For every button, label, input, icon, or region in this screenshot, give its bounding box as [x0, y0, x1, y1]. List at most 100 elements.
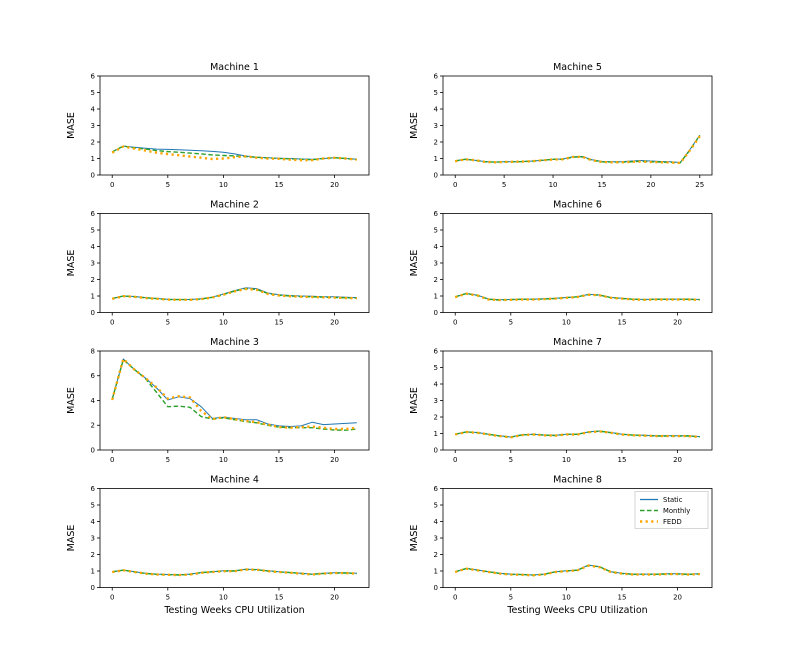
- x-tick-label: 5: [166, 319, 170, 327]
- y-tick-label: 1: [434, 292, 438, 300]
- x-tick-label: 15: [275, 319, 284, 327]
- x-tick-label: 20: [673, 456, 682, 464]
- legend-label: FEDD: [663, 518, 682, 526]
- y-tick-label: 2: [434, 276, 438, 284]
- x-tick-label: 0: [110, 456, 114, 464]
- y-tick-label: 2: [91, 138, 95, 146]
- y-tick-label: 5: [91, 89, 95, 97]
- x-tick-label: 20: [673, 594, 682, 602]
- x-tick-label: 10: [219, 181, 228, 189]
- y-tick-label: 4: [434, 518, 439, 526]
- series-line-fedd: [454, 292, 700, 302]
- y-tick-label: 6: [91, 372, 96, 380]
- subplot-machine-5: 0 1 2 3 4 5 6 0 5 10 15 20 25 Machine 5 MASE: [409, 62, 713, 189]
- y-tick-label: 6: [434, 347, 439, 355]
- y-tick-label: 4: [91, 518, 96, 526]
- y-tick-label: 6: [434, 72, 439, 80]
- subplot-machine-1: 0 1 2 3 4 5 6 0 5 10 15 20 Machine 1 MASE: [66, 62, 370, 189]
- x-tick-label: 0: [110, 319, 114, 327]
- x-tick-label: 10: [219, 456, 228, 464]
- y-tick-label: 4: [434, 105, 439, 113]
- subplot-machine-8: 0 1 2 3 4 5 6 0 5 10 15 20 Machine 8 MASE Testing Week…: [409, 475, 713, 616]
- subplot-machine-4: 0 1 2 3 4 5 6 0 5 10 15 20 Machine 4 MASE Testing Week…: [66, 475, 370, 616]
- y-tick-label: 5: [434, 89, 438, 97]
- x-axis-label: Testing Weeks CPU Utilization: [506, 605, 647, 616]
- subplot-title: Machine 6: [553, 200, 602, 211]
- legend: Static Monthly FEDD: [634, 491, 709, 529]
- subplot-machine-2: 0 1 2 3 4 5 6 0 5 10 15 20 Machine 2 MASE: [66, 200, 370, 327]
- series-line-monthly: [111, 145, 357, 161]
- legend-label: Monthly: [663, 507, 690, 515]
- y-axis-label: MASE: [66, 387, 77, 414]
- y-tick-label: 2: [434, 138, 438, 146]
- y-axis-label: MASE: [66, 112, 77, 139]
- y-tick-label: 2: [434, 413, 438, 421]
- x-tick-label: 5: [509, 594, 513, 602]
- y-tick-label: 8: [91, 347, 95, 355]
- y-tick-label: 2: [434, 551, 438, 559]
- y-tick-label: 6: [91, 485, 96, 493]
- x-tick-label: 0: [453, 319, 457, 327]
- y-axis-label: MASE: [409, 112, 420, 139]
- y-tick-label: 3: [434, 122, 438, 130]
- x-tick-label: 10: [549, 181, 558, 189]
- plot-area: [442, 75, 713, 176]
- x-tick-label: 5: [166, 594, 170, 602]
- series-line-fedd: [111, 145, 357, 162]
- y-tick-label: 5: [91, 226, 95, 234]
- subplot-machine-6: 0 1 2 3 4 5 6 0 5 10 15 20 Machine 6 MASE: [409, 200, 713, 327]
- series-line-monthly: [111, 359, 357, 431]
- series-line-monthly: [112, 568, 357, 576]
- x-tick-label: 5: [502, 181, 506, 189]
- y-tick-label: 3: [91, 259, 95, 267]
- y-tick-label: 6: [434, 210, 439, 218]
- y-tick-label: 5: [434, 501, 438, 509]
- y-tick-label: 5: [91, 501, 95, 509]
- plot-area: [99, 213, 370, 313]
- y-tick-label: 1: [434, 155, 438, 163]
- x-tick-label: 10: [219, 594, 228, 602]
- subplot-title: Machine 4: [210, 475, 259, 486]
- x-tick-label: 0: [110, 181, 114, 189]
- x-tick-label: 0: [110, 594, 114, 602]
- x-tick-label: 0: [453, 456, 457, 464]
- y-tick-label: 4: [91, 397, 96, 405]
- y-tick-label: 2: [91, 422, 95, 430]
- y-axis-label: MASE: [409, 525, 420, 552]
- subplot-title: Machine 8: [553, 475, 602, 486]
- plot-area: [99, 75, 370, 176]
- y-tick-label: 0: [91, 584, 95, 592]
- series-line-fedd: [112, 568, 357, 577]
- y-tick-label: 0: [434, 584, 438, 592]
- y-tick-label: 6: [91, 72, 96, 80]
- x-tick-label: 10: [562, 456, 571, 464]
- legend-label: Static: [663, 496, 683, 504]
- x-tick-label: 20: [673, 319, 682, 327]
- series-line-fedd: [111, 287, 357, 301]
- x-tick-label: 5: [509, 319, 513, 327]
- series-line-monthly: [455, 292, 700, 301]
- series-line-fedd: [454, 564, 700, 577]
- y-tick-label: 4: [434, 380, 439, 388]
- x-tick-label: 0: [453, 594, 457, 602]
- y-tick-label: 3: [91, 122, 95, 130]
- y-tick-label: 5: [434, 364, 438, 372]
- y-tick-label: 1: [434, 430, 438, 438]
- subplot-title: Machine 2: [210, 200, 259, 211]
- x-tick-label: 25: [695, 181, 704, 189]
- y-axis-label: MASE: [66, 250, 77, 277]
- x-tick-label: 15: [618, 319, 627, 327]
- subplot-title: Machine 7: [553, 337, 602, 348]
- subplot-title: Machine 3: [210, 337, 259, 348]
- series-line-fedd: [454, 430, 700, 439]
- x-tick-label: 20: [330, 319, 339, 327]
- y-tick-label: 3: [434, 397, 438, 405]
- subplot-title: Machine 1: [210, 62, 259, 73]
- y-tick-label: 5: [434, 226, 438, 234]
- y-tick-label: 0: [91, 171, 95, 179]
- y-tick-label: 4: [91, 105, 96, 113]
- subplot-title: Machine 5: [553, 62, 602, 73]
- x-tick-label: 20: [646, 181, 655, 189]
- y-tick-label: 0: [91, 446, 95, 454]
